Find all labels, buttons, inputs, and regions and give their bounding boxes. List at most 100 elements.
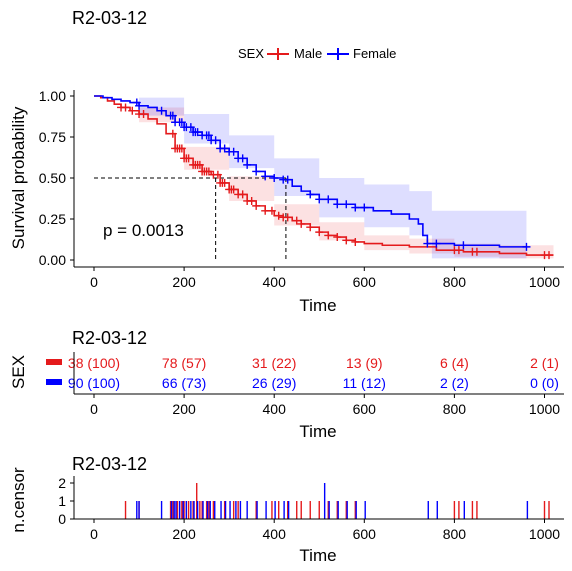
censor-mark-female [220, 144, 229, 153]
km-x-tick-label: 1000 [529, 274, 560, 290]
risk-cell-female: 26 (29) [252, 375, 296, 391]
censor-y-tick-label: 0 [58, 511, 66, 527]
censor-mark-female [270, 174, 279, 182]
censor-mark-female [283, 175, 292, 184]
legend-key-male [267, 48, 289, 60]
risk-table-x-tick-label: 400 [263, 401, 287, 417]
censor-mark-female [351, 203, 360, 212]
censor-mark-male [177, 144, 186, 153]
risk-row-key-female [46, 379, 62, 385]
km-y-tick-label: 0.50 [39, 170, 66, 186]
km-y-tick-label: 0.00 [39, 252, 66, 268]
risk-cell-male: 6 (4) [440, 355, 469, 371]
censor-mark-female [333, 200, 342, 209]
km-y-tick-label: 0.75 [39, 129, 66, 145]
censor-mark-male [184, 154, 193, 163]
censor-mark-male [333, 233, 342, 242]
censor-mark-male [252, 201, 261, 210]
censor-mark-male [472, 247, 481, 256]
censor-mark-male [342, 236, 351, 245]
censor-bars [124, 483, 550, 519]
censor-mark-male [324, 231, 333, 240]
risk-table-ylabel: SEX [9, 355, 28, 389]
risk-cell-female: 11 (12) [343, 375, 386, 391]
censor-mark-female [306, 190, 315, 199]
censor-mark-male [292, 216, 301, 225]
censor-x-tick-label: 200 [172, 526, 196, 542]
km-median-lines [94, 177, 287, 260]
censor-mark-male [195, 160, 204, 169]
censor-y-tick-label: 2 [58, 475, 66, 491]
censor-x-tick-label: 800 [443, 526, 467, 542]
censor-y-tick-label: 1 [58, 493, 66, 509]
censor-x-ticks: 0 200 400 600 800 1000 [90, 519, 560, 542]
risk-table-cells: 38 (100) 78 (57) 31 (22) 13 (9) 6 (4) 2 (1) 90… [68, 355, 559, 391]
censor-mark-female [193, 128, 202, 137]
censor-mark-female [211, 136, 220, 145]
censor-mark-female [315, 195, 324, 204]
censor-x-tick-label: 600 [353, 526, 377, 542]
censor-mark-male [139, 110, 148, 119]
censor-mark-male [121, 103, 130, 112]
km-y-tick-label: 1.00 [39, 88, 66, 104]
risk-table-row-keys [46, 359, 62, 385]
censor-mark-female [186, 123, 195, 132]
censor-mark-male [168, 129, 177, 138]
censor-mark-female [360, 203, 369, 212]
km-x-tick-label: 400 [263, 274, 287, 290]
risk-cell-male: 31 (22) [252, 355, 296, 371]
risk-cell-male: 13 (9) [346, 355, 383, 371]
legend-label-male: Male [294, 46, 322, 61]
risk-table-title: R2-03-12 [72, 328, 147, 348]
risk-cell-female: 66 (73) [162, 375, 206, 391]
risk-cell-female: 2 (2) [440, 375, 469, 391]
km-legend: SEX Male Female [238, 46, 396, 61]
km-ylabel: Survival probability [9, 106, 28, 249]
censor-mark-female [204, 131, 213, 140]
censor-mark-female [177, 118, 186, 127]
censor-mark-female [252, 167, 261, 176]
censor-panel: R2-03-12 n.censor 012 0 200 400 600 800 1000 … [9, 454, 564, 565]
risk-cell-female: 0 (0) [530, 375, 559, 391]
censor-mark-female [243, 160, 252, 169]
censor-mark-male [274, 211, 283, 220]
censor-mark-female [261, 172, 270, 181]
legend-key-female [327, 48, 349, 60]
risk-table-xlabel: Time [299, 422, 336, 441]
censor-mark-male [351, 237, 360, 246]
risk-cell-male: 2 (1) [530, 355, 559, 371]
censor-mark-female [229, 147, 238, 156]
risk-cell-male: 38 (100) [68, 355, 120, 371]
censor-mark-male [283, 213, 292, 222]
km-y-ticks: 0.00 0.25 0.50 0.75 1.00 [39, 88, 74, 268]
risk-table-x-tick-label: 800 [443, 401, 467, 417]
km-x-tick-label: 0 [90, 274, 98, 290]
censor-mark-female [157, 106, 166, 115]
censor-mark-male [213, 170, 222, 179]
censor-mark-male [267, 206, 276, 215]
censor-mark-male [545, 251, 554, 260]
censor-mark-male [454, 246, 463, 255]
censor-mark-male [315, 228, 324, 237]
censor-mark-female [342, 200, 351, 209]
censor-mark-male [238, 190, 247, 199]
risk-row-key-male [46, 359, 62, 365]
censor-xlabel: Time [299, 546, 336, 565]
risk-table-x-tick-label: 0 [90, 401, 98, 417]
km-panel: R2-03-12 SEX Male Female Survival probab… [9, 8, 564, 315]
censor-x-tick-label: 1000 [529, 526, 560, 542]
km-x-ticks: 0 200 400 600 800 1000 [90, 267, 560, 290]
censor-ylabel: n.censor [9, 467, 28, 533]
km-band-male [94, 96, 554, 259]
km-title: R2-03-12 [72, 8, 147, 28]
risk-table-x-tick-label: 600 [353, 401, 377, 417]
censor-title: R2-03-12 [72, 454, 147, 474]
censor-mark-male [247, 196, 256, 205]
censor-mark-male [297, 219, 306, 228]
risk-cell-male: 78 (57) [162, 355, 206, 371]
censor-y-ticks: 0 1 2 [58, 475, 74, 527]
censor-mark-female [432, 239, 441, 248]
censor-mark-female [135, 101, 144, 110]
risk-table-panel: R2-03-12 SEX 38 (100) 78 (57) 31 (22) 13 (9… [9, 328, 564, 441]
legend-title: SEX [238, 46, 264, 61]
